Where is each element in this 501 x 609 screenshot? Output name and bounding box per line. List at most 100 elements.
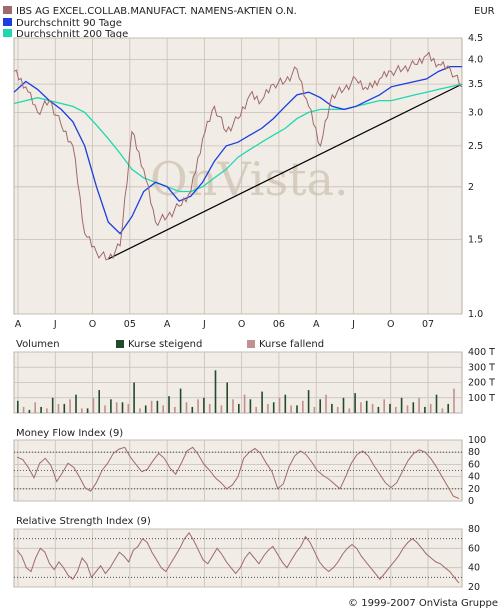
currency-label: EUR [474,6,495,17]
volume-bar-falling [395,406,397,413]
volume-bars [17,370,455,414]
watermark-logo: OnVista. [150,152,349,206]
volume-bar-falling [267,403,269,413]
volume-bar-falling [360,402,362,413]
volume-bar-rising [424,406,426,413]
volume-bar-rising [214,370,217,413]
volume-bar-rising [238,403,240,413]
x-tick-label: J [351,319,355,330]
ma90-line [13,65,462,235]
volume-bar-falling [22,406,25,413]
mfi-panel [13,439,463,502]
volume-bar-rising [98,390,100,413]
legend-label-ma200: Durchschnitt 200 Tage [16,29,128,40]
legend: IBS AG EXCEL.COLLAB.MANUFACT. NAMENS-AKT… [3,6,297,40]
volume-bar-rising [28,409,31,413]
trend-line [108,83,463,260]
y-tick-label: 300 T [468,362,495,373]
volume-bar-rising [191,406,194,413]
volume-bar-rising [75,394,77,413]
volume-bar-rising [307,390,310,413]
volume-bar-rising [121,402,124,413]
legend-swatch-ma90 [3,18,12,26]
legend-swatch-rising [116,340,124,348]
y-tick-label: 200 T [468,378,495,389]
volume-bar-falling [406,405,409,413]
rsi-line [16,532,460,584]
rsi-y-ticks: 20 40 60 80 [468,524,480,593]
volume-bar-rising [156,400,159,413]
volume-bar-rising [86,408,89,413]
volume-bar-rising [377,406,380,413]
volume-bar-rising [284,394,287,413]
volume-bar-rising [63,403,66,413]
volume-y-ticks: 100 T 200 T 300 T 400 T [468,347,495,404]
legend-label-ma90: Durchschnitt 90 Tage [16,18,122,29]
x-tick-label: 07 [422,319,434,330]
volume-bar-falling [104,405,106,413]
volume-bar-rising [319,399,321,413]
volume-bar-falling [290,405,292,413]
volume-bar-rising [365,400,368,413]
volume-bar-falling [162,405,164,413]
volume-bar-rising [296,405,298,413]
legend-swatch-ma200 [3,29,12,37]
volume-bar-rising [389,403,391,413]
volume-bar-rising [168,396,170,413]
volume-bar-rising [435,394,438,413]
legend-label-falling: Kurse fallend [259,339,324,350]
price-y-tick-label: 2 [468,182,474,193]
volume-bar-falling [441,408,444,413]
volume-bar-rising [40,406,42,413]
price-y-tick-label: 2.5 [468,141,483,152]
volume-bar-falling [69,399,71,413]
price-y-ticks: 1.0 1.5 2 2.5 3.0 3.5 4.0 4.5 [468,33,483,320]
volume-bar-falling [127,403,130,413]
legend-swatch-price [3,6,12,14]
rsi-title: Relative Strength Index (9) [16,516,151,527]
rsi-panel [13,528,463,588]
y-tick-label: 60 [468,459,480,470]
volume-bar-falling [325,394,327,413]
volume-bar-falling [313,406,316,413]
volume-bar-rising [331,403,333,413]
mfi-title: Money Flow Index (9) [16,428,123,439]
volume-bar-rising [342,397,345,414]
volume-bar-falling [185,402,188,413]
x-tick-label: A [313,319,320,330]
y-tick-label: 20 [468,484,480,495]
volume-bar-rising [144,405,147,413]
volume-bar-falling [197,399,199,413]
price-y-tick-label: 1.0 [468,309,483,320]
volume-bar-falling [208,403,211,413]
y-tick-label: 40 [468,563,480,574]
y-tick-label: 80 [468,447,480,458]
price-grid [14,37,462,315]
volume-bar-rising [226,382,228,413]
x-tick-label: O [238,319,245,330]
volume-bar-falling [302,400,304,413]
volume-bar-falling [348,408,351,413]
volume-bar-rising [249,399,252,413]
volume-bar-falling [150,400,153,413]
volume-bar-rising [261,391,263,413]
volume-bar-falling [174,406,176,413]
volume-bar-falling [232,399,234,413]
volume-bar-falling [255,406,257,413]
x-tick-label: 05 [124,319,136,330]
price-y-tick-label: 1.5 [468,235,483,246]
volume-bar-falling [418,397,420,414]
price-y-tick-label: 3.0 [468,107,483,118]
volume-bar-falling [46,408,48,413]
price-y-tick-label: 4.0 [468,55,483,66]
y-tick-label: 60 [468,543,480,554]
y-tick-label: 80 [468,524,480,535]
x-tick-label: A [15,319,22,330]
volume-bar-falling [453,388,455,413]
x-tick-label: 06 [273,319,285,330]
volume-bar-falling [278,397,281,414]
volume-bar-rising [412,402,415,413]
volume-bar-falling [34,402,36,413]
volume-bar-falling [57,403,60,413]
